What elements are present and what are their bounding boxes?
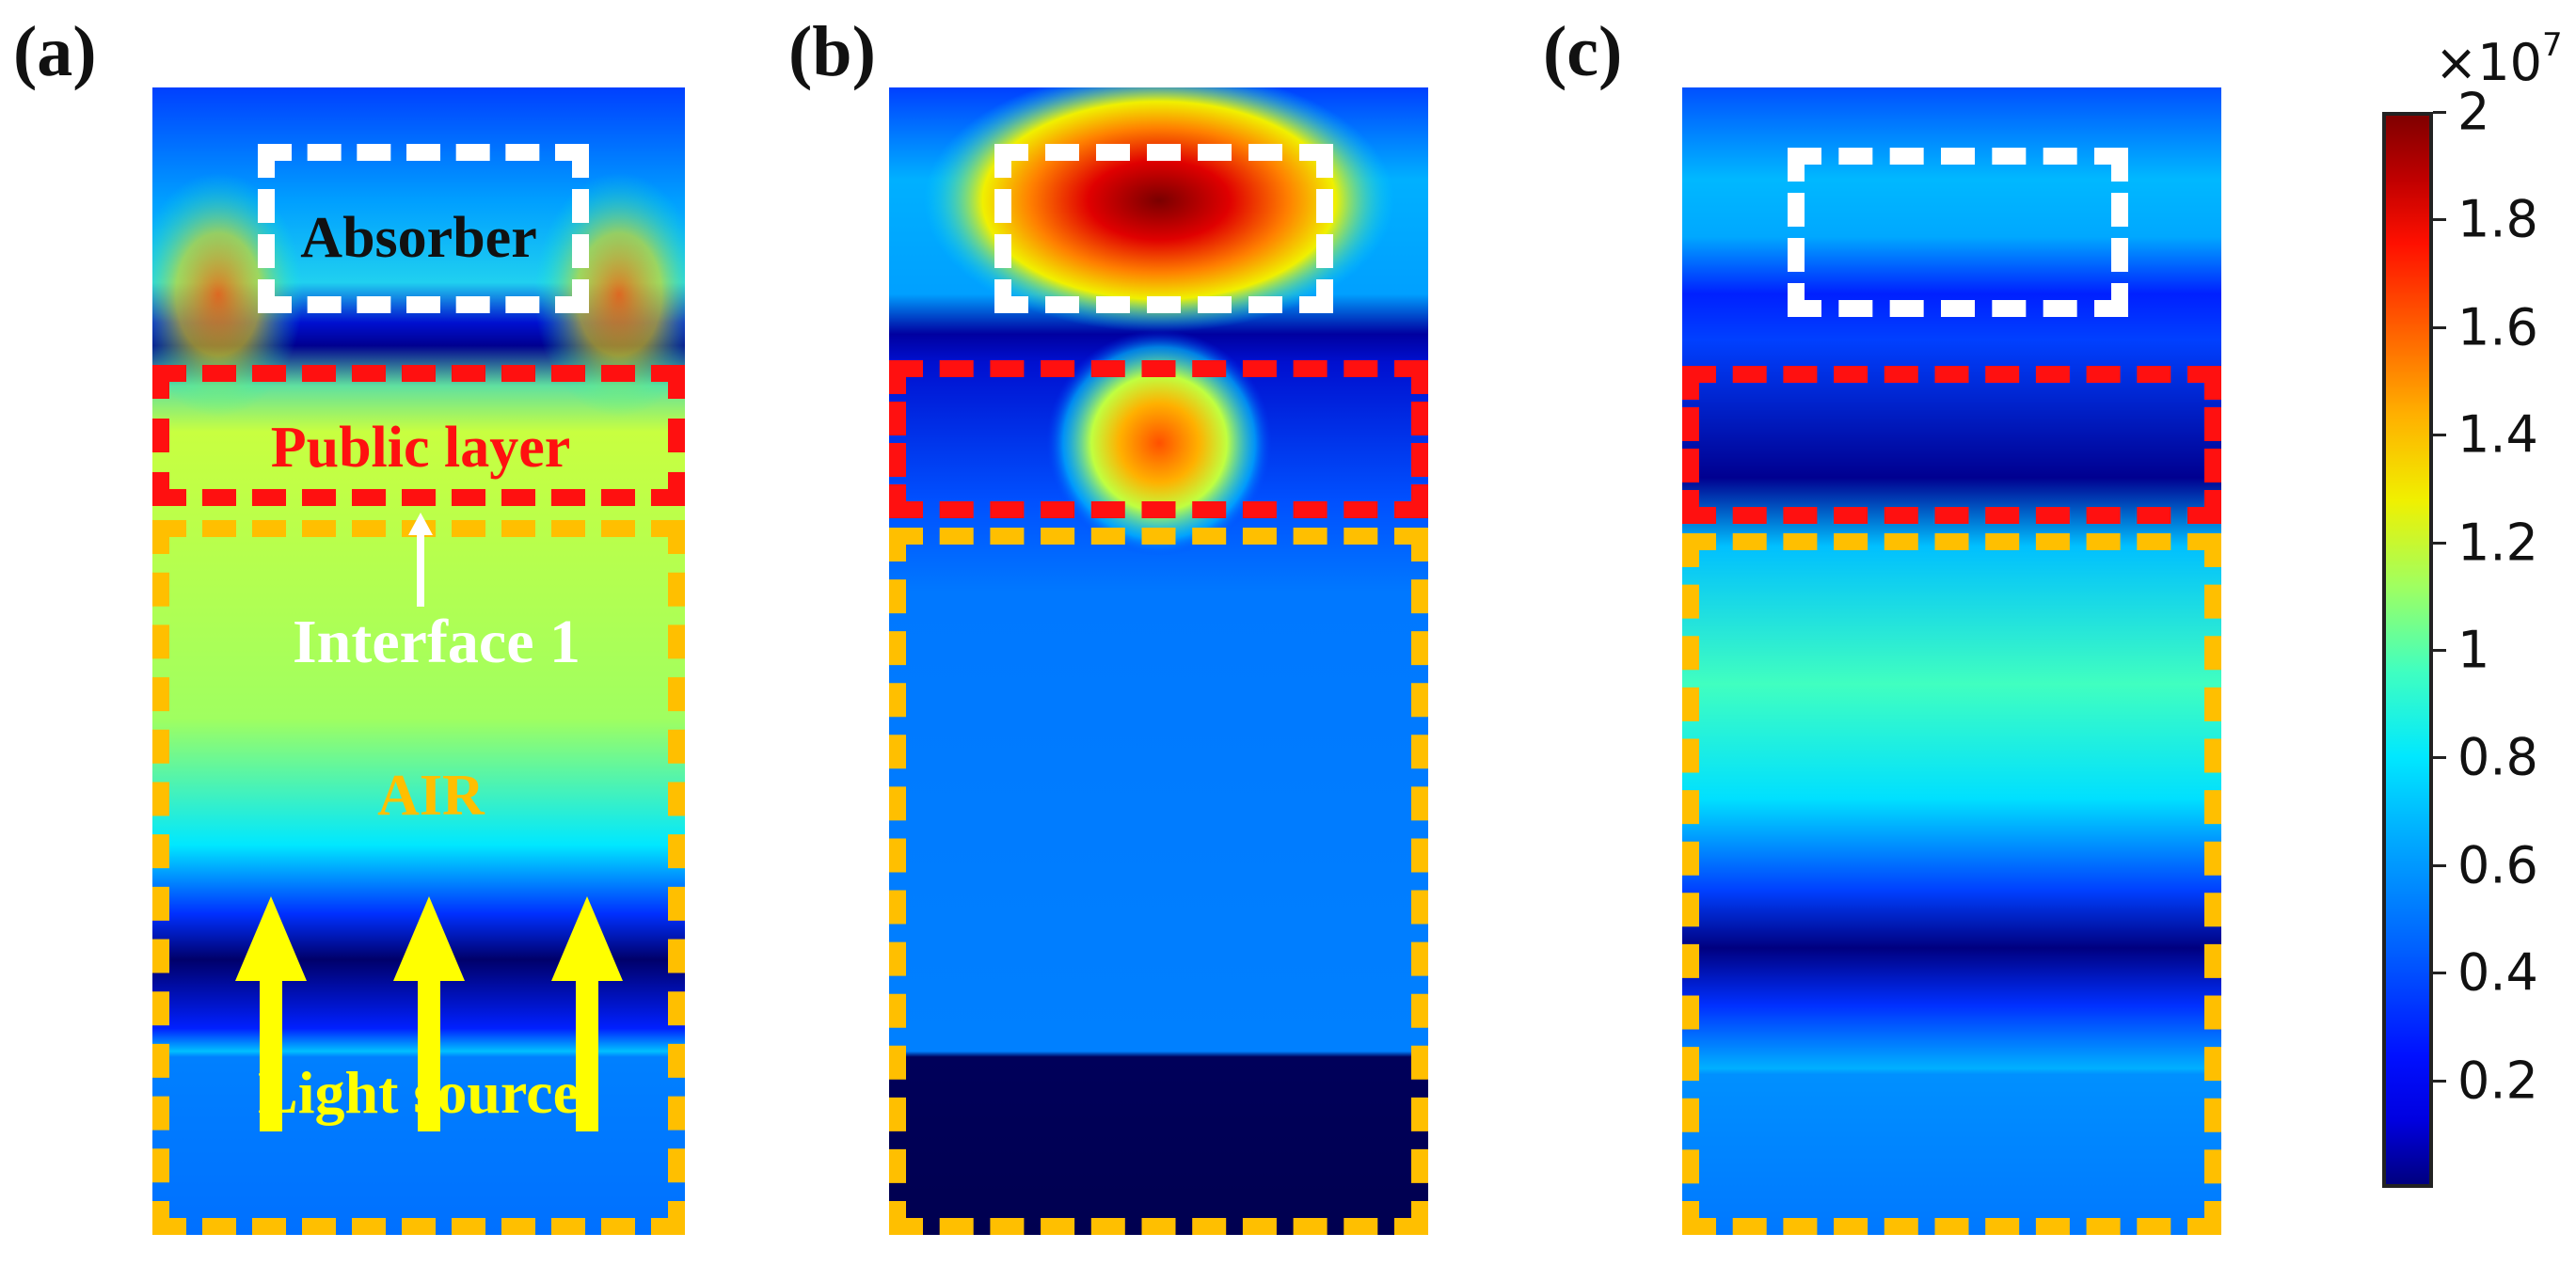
light-arrow-icon bbox=[235, 896, 307, 1131]
colorbar-tick-label: 1 bbox=[2457, 620, 2490, 680]
colorbar-tick-label: 1.6 bbox=[2457, 297, 2538, 357]
colorbar-multiplier: ×107 bbox=[2435, 26, 2563, 92]
colorbar-multiplier-exponent: 7 bbox=[2541, 26, 2563, 64]
colorbar-tick-label: 0.2 bbox=[2457, 1051, 2538, 1111]
air-label: AIR bbox=[377, 764, 485, 828]
colorbar-tick bbox=[2433, 434, 2446, 437]
colorbar-tick bbox=[2433, 1079, 2446, 1083]
colorbar-tick bbox=[2433, 541, 2446, 545]
public-layer-label: Public layer bbox=[270, 416, 571, 480]
panel-label-c: (c) bbox=[1543, 12, 1623, 91]
field-map-c bbox=[1682, 87, 2221, 1235]
field-map-panel-c bbox=[1682, 87, 2221, 1235]
colorbar-tick bbox=[2433, 756, 2446, 760]
colorbar-tick bbox=[2433, 111, 2446, 114]
light-arrow-icon bbox=[551, 896, 623, 1131]
colorbar-tick-label: 0.8 bbox=[2457, 727, 2538, 787]
interface-label: Interface 1 bbox=[292, 608, 581, 676]
light-source-label: Light source bbox=[258, 1059, 580, 1126]
colorbar-tick-label: 1.4 bbox=[2457, 404, 2538, 465]
colorbar-tick-label: 0.6 bbox=[2457, 835, 2538, 895]
colorbar-tick-label: 0.4 bbox=[2457, 942, 2538, 1003]
field-map-panel-b bbox=[889, 87, 1428, 1235]
colorbar-tick-label: 1.8 bbox=[2457, 189, 2538, 249]
colorbar bbox=[2382, 112, 2433, 1188]
absorber-label: Absorber bbox=[300, 206, 537, 270]
colorbar-tick bbox=[2433, 649, 2446, 652]
colorbar-tick-label: 2 bbox=[2457, 82, 2490, 142]
colorbar-tick-label: 1.2 bbox=[2457, 513, 2538, 573]
field-map-b bbox=[889, 87, 1428, 1235]
colorbar-tick bbox=[2433, 325, 2446, 329]
interface-arrow-icon bbox=[408, 513, 433, 607]
colorbar-multiplier-base: ×10 bbox=[2435, 33, 2542, 92]
field-map-panel-a: Absorber Public layer Interface 1 AIR Li… bbox=[152, 87, 685, 1235]
colorbar-tick bbox=[2433, 863, 2446, 867]
colorbar-tick bbox=[2433, 218, 2446, 222]
panel-label-a: (a) bbox=[13, 12, 97, 91]
colorbar-tick bbox=[2433, 972, 2446, 975]
panel-label-b: (b) bbox=[788, 12, 876, 91]
light-arrow-icon bbox=[393, 896, 465, 1131]
